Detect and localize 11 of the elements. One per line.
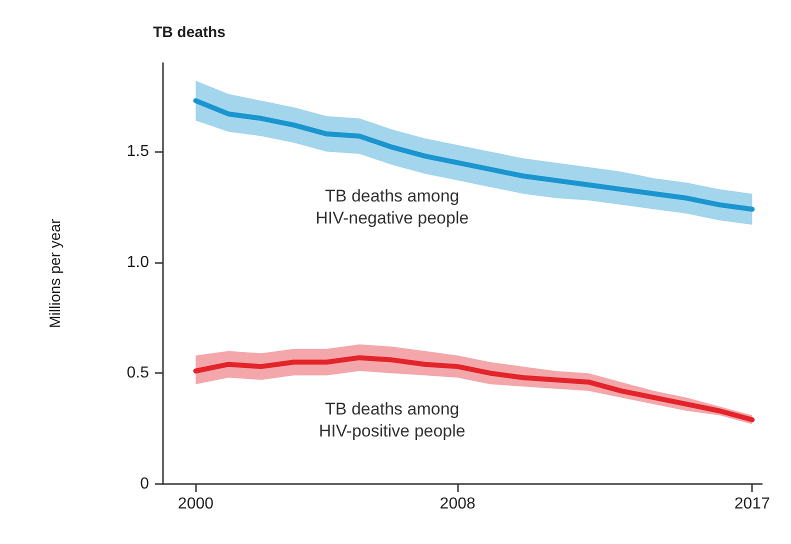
y-tick-label: 0	[140, 476, 150, 492]
y-axis-title: Millions per year	[47, 218, 64, 328]
y-tick-label: 1.5	[126, 143, 150, 160]
x-tick-label: 2000	[178, 496, 214, 512]
x-tick-label: 2017	[734, 496, 770, 512]
series-label: TB deaths among HIV-negative people	[316, 186, 469, 228]
y-tick-label: 1.0	[126, 254, 150, 271]
x-tick-label: 2008	[440, 496, 476, 512]
chart-title: TB deaths	[153, 24, 226, 41]
y-tick-label: 0.5	[126, 364, 150, 382]
series-label: TB deaths among HIV-positive people	[318, 399, 466, 440]
